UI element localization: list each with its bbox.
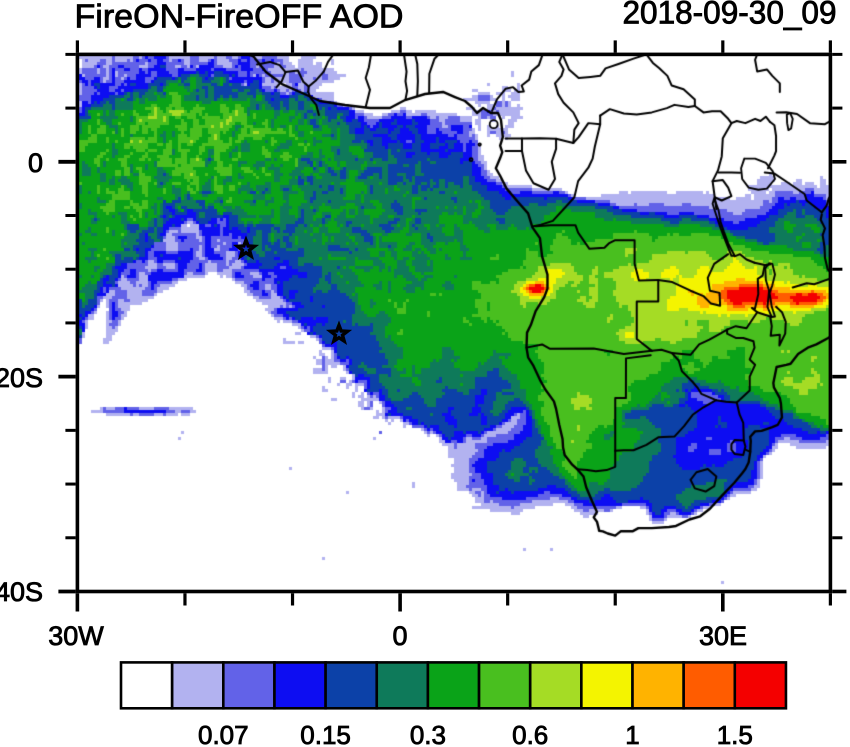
svg-text:40S: 40S [0, 577, 43, 607]
svg-text:0.07: 0.07 [198, 720, 249, 747]
svg-text:2018-09-30_09: 2018-09-30_09 [623, 0, 837, 31]
svg-text:0.6: 0.6 [512, 720, 548, 747]
svg-text:30E: 30E [699, 621, 747, 651]
svg-text:20S: 20S [0, 363, 43, 393]
svg-text:0: 0 [28, 148, 43, 178]
svg-text:1.5: 1.5 [717, 720, 753, 747]
svg-text:0: 0 [392, 621, 407, 651]
svg-text:1: 1 [625, 720, 639, 747]
svg-text:30W: 30W [48, 621, 104, 651]
svg-text:FireON-FireOFF AOD: FireON-FireOFF AOD [75, 0, 404, 36]
svg-text:0.3: 0.3 [410, 720, 446, 747]
svg-text:0.15: 0.15 [300, 720, 351, 747]
